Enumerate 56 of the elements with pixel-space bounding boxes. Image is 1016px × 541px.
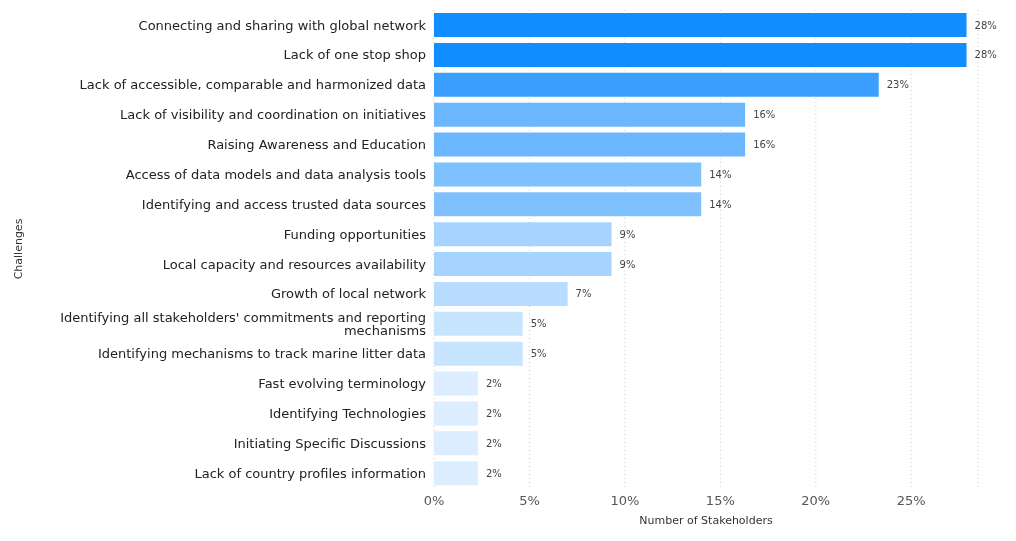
data-label: 9% bbox=[619, 258, 636, 270]
y-tick-label: Lack of one stop shop bbox=[283, 47, 426, 63]
y-tick-label: Connecting and sharing with global network bbox=[138, 17, 427, 33]
y-tick-label: Initiating Specific Discussions bbox=[233, 435, 427, 451]
y-axis-title: Challenges bbox=[11, 218, 25, 280]
y-tick-label: Identifying mechanisms to track marine litter data bbox=[97, 346, 426, 362]
y-tick-label: Fast evolving terminology bbox=[258, 376, 427, 392]
bar bbox=[434, 461, 478, 486]
y-tick-label: Identifying and access trusted data sources bbox=[141, 196, 427, 212]
data-label: 2% bbox=[485, 407, 502, 419]
x-tick-label: 25% bbox=[896, 493, 926, 509]
y-tick-label: Lack of accessible, comparable and harmonized data bbox=[79, 77, 426, 93]
y-tick-label: Lack of country profiles information bbox=[194, 465, 426, 481]
data-label: 14% bbox=[709, 198, 732, 210]
data-label: 28% bbox=[974, 49, 997, 61]
data-label: 2% bbox=[485, 467, 502, 479]
bar bbox=[434, 222, 612, 247]
data-label: 28% bbox=[974, 19, 997, 31]
data-label: 2% bbox=[485, 378, 502, 389]
y-tick-label: Access of data models and data analysis tools bbox=[125, 166, 427, 182]
bar bbox=[434, 341, 523, 366]
bar bbox=[434, 72, 879, 97]
bar bbox=[434, 162, 702, 187]
y-tick-label: Funding opportunities bbox=[283, 226, 427, 242]
bar bbox=[434, 371, 478, 396]
y-tick-label: Growth of local network bbox=[270, 286, 427, 302]
bar bbox=[434, 102, 746, 127]
x-axis-title: Number of Stakeholders bbox=[639, 513, 773, 527]
data-label: 9% bbox=[619, 228, 636, 240]
y-tick-label: Identifying all stakeholders' commitments and reporting mechanisms bbox=[60, 309, 427, 338]
x-tick-label: 15% bbox=[705, 493, 735, 509]
y-tick-label: Raising Awareness and Education bbox=[207, 137, 426, 153]
y-tick-label: Identifying Technologies bbox=[269, 405, 427, 421]
x-tick-label: 10% bbox=[610, 493, 640, 509]
bar bbox=[434, 252, 612, 276]
x-tick-label: 0% bbox=[423, 493, 445, 509]
bar bbox=[434, 401, 478, 426]
data-label: 5% bbox=[530, 348, 547, 360]
bar bbox=[434, 431, 478, 456]
data-label: 16% bbox=[753, 109, 776, 121]
y-tick-label: Local capacity and resources availability bbox=[162, 256, 427, 272]
bar bbox=[434, 132, 746, 157]
bar bbox=[434, 311, 523, 336]
data-label: 16% bbox=[753, 139, 776, 150]
bar bbox=[434, 13, 967, 37]
data-label: 14% bbox=[709, 168, 732, 180]
x-tick-label: 5% bbox=[519, 493, 540, 509]
data-label: 7% bbox=[575, 288, 592, 300]
bar bbox=[434, 281, 568, 306]
x-tick-label: 20% bbox=[801, 493, 831, 509]
bar bbox=[434, 192, 702, 217]
bar bbox=[434, 42, 967, 67]
data-label: 2% bbox=[485, 437, 502, 449]
data-label: 5% bbox=[530, 318, 547, 330]
y-tick-label: Lack of visibility and coordination on initiatives bbox=[120, 107, 427, 123]
data-label: 23% bbox=[886, 79, 909, 91]
